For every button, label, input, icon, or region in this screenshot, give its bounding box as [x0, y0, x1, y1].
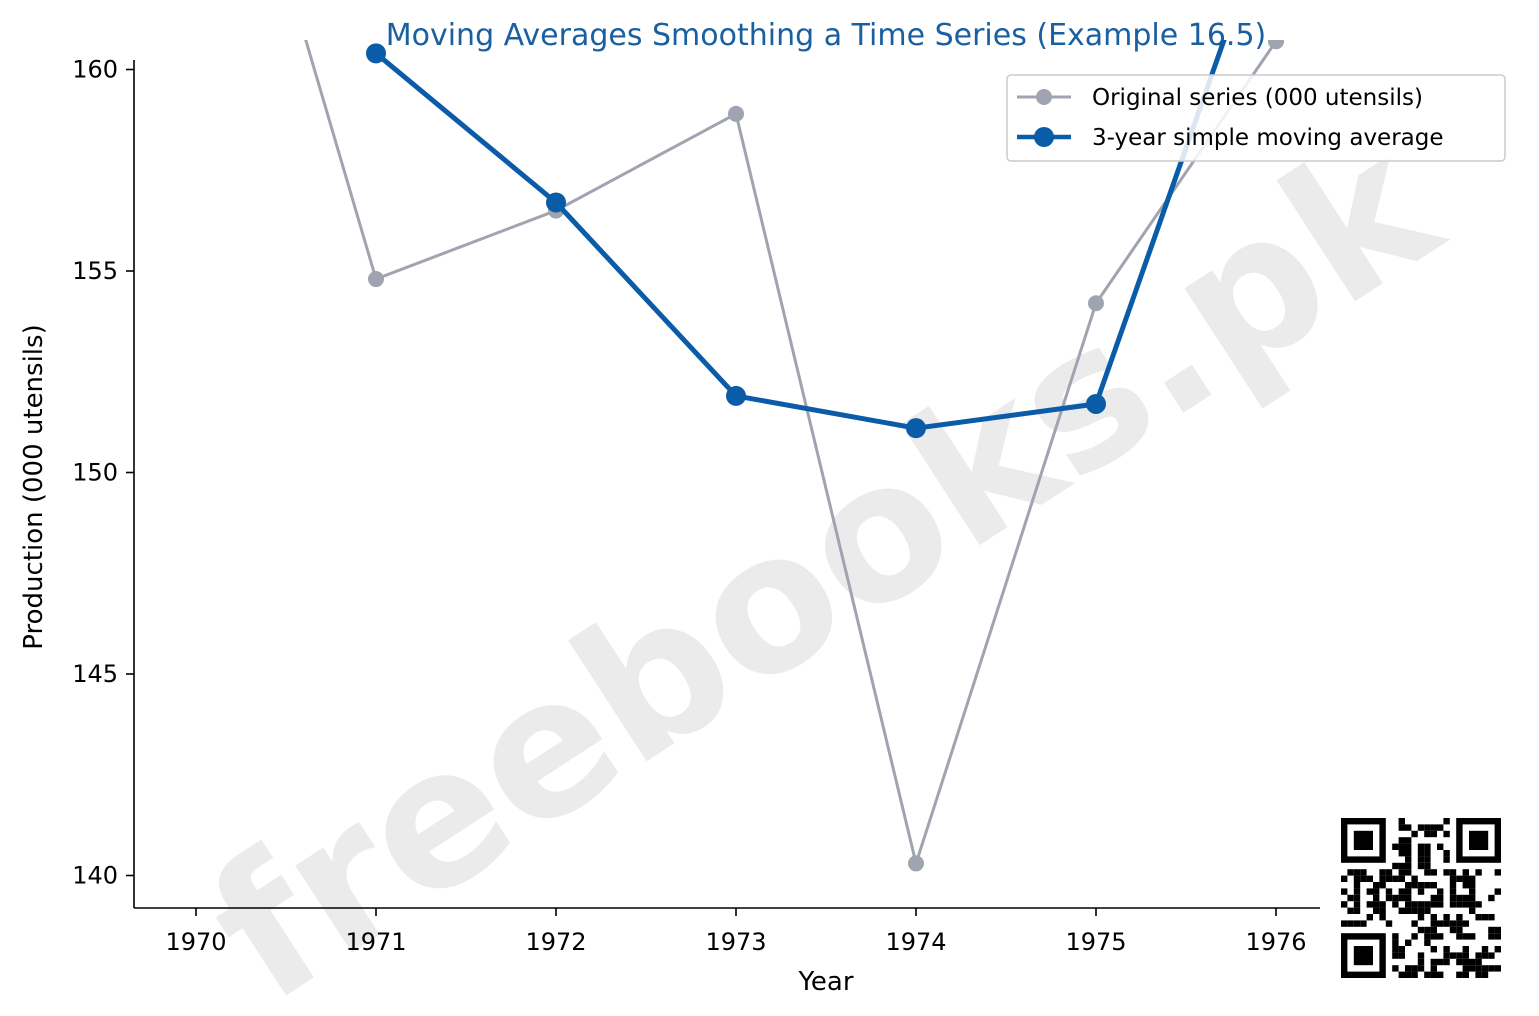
legend-label-moving-average: 3-year simple moving average [1092, 125, 1444, 151]
qr-code-icon [1341, 818, 1501, 978]
x-tick-label: 1970 [165, 928, 226, 956]
x-tick-label: 1972 [525, 928, 586, 956]
legend: Original series (000 utensils) 3-year si… [1006, 74, 1506, 162]
moving-average-series-point [906, 418, 926, 439]
x-tick-label: 1974 [885, 928, 946, 956]
x-tick-label: 1976 [1245, 928, 1306, 956]
y-tick-label: 160 [72, 56, 118, 84]
y-tick-label: 150 [72, 459, 118, 487]
x-tick-label: 1975 [1065, 928, 1126, 956]
x-axis-ticks: 1970 1971 1972 1973 1974 1975 1976 [165, 908, 1307, 956]
x-axis-label: Year [797, 967, 853, 997]
x-tick-label: 1973 [705, 928, 766, 956]
legend-marker-original [1036, 89, 1052, 105]
original-series-point [908, 855, 924, 872]
y-axis-ticks: 140145150155160165170175180 [72, 56, 134, 890]
original-series-point [1088, 295, 1104, 312]
moving-average-series-point [726, 385, 746, 406]
original-series-point [1268, 40, 1284, 50]
chart-title: Moving Averages Smoothing a Time Series … [386, 18, 1267, 53]
original-series-point [728, 105, 744, 122]
moving-average-series-line [374, 40, 1227, 431]
y-tick-label: 155 [72, 257, 118, 285]
y-axis-label: Production (000 utensils) [19, 324, 49, 649]
watermark: freebooks.pk [173, 92, 1475, 1016]
moving-average-series-point [366, 43, 386, 64]
legend-frame [1006, 74, 1506, 162]
original-series-point [368, 271, 384, 288]
moving-average-series-point [1086, 393, 1106, 414]
legend-marker-moving-average [1034, 127, 1054, 147]
x-tick-label: 1971 [345, 928, 406, 956]
moving-average-series-point [546, 192, 566, 213]
y-tick-label: 145 [72, 660, 118, 688]
y-tick-label: 140 [72, 862, 118, 890]
legend-label-original: Original series (000 utensils) [1092, 85, 1423, 111]
